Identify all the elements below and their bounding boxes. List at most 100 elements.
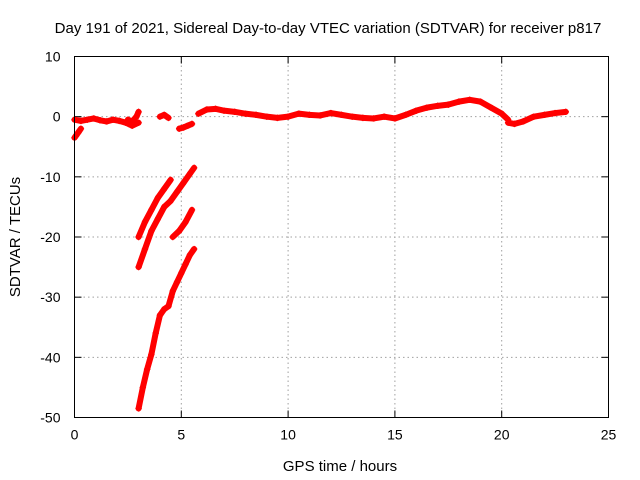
series-arc_mid — [169, 206, 196, 241]
data-point — [109, 116, 117, 123]
data-point — [96, 117, 104, 124]
series-start — [71, 125, 85, 141]
data-point — [348, 113, 356, 120]
data-point — [135, 108, 142, 116]
y-tick-label: -10 — [40, 169, 60, 185]
data-point — [135, 233, 142, 241]
data-point — [188, 120, 196, 128]
series-band — [148, 330, 159, 358]
data-point — [316, 112, 324, 119]
data-point — [167, 197, 174, 205]
x-tick-label: 15 — [387, 427, 403, 443]
data-point — [148, 227, 155, 235]
data-point — [381, 113, 388, 120]
series-arc_top_late — [504, 108, 569, 128]
x-tick-label: 20 — [494, 427, 510, 443]
data-point — [169, 287, 176, 295]
data-point — [175, 227, 183, 235]
grid — [74, 56, 609, 418]
data-point — [148, 206, 155, 214]
x-axis-title: GPS time / hours — [283, 458, 397, 475]
data-point — [135, 263, 142, 271]
data-point — [359, 114, 367, 122]
data-point — [220, 107, 228, 114]
data-point — [175, 125, 183, 132]
data-point — [156, 312, 164, 319]
data-point — [90, 115, 97, 122]
data-point — [135, 119, 142, 126]
data-point — [477, 98, 484, 105]
y-axis-ticks: 10 0 -10 -20 -30 -40 -50 — [40, 49, 609, 426]
data-point — [423, 104, 431, 111]
series-arc_steep_2 — [135, 164, 198, 271]
data-point — [141, 218, 149, 226]
data-point — [128, 118, 136, 125]
series-band — [139, 366, 151, 391]
data-point — [103, 118, 110, 125]
data-point — [139, 384, 147, 391]
data-point — [327, 109, 335, 117]
data-point — [190, 164, 198, 172]
data-point — [562, 108, 569, 116]
data-point — [186, 251, 194, 259]
data-point — [188, 206, 196, 214]
y-tick-label: -20 — [40, 229, 60, 245]
data-point — [203, 106, 211, 113]
series-arc_small_b — [156, 111, 172, 122]
y-tick-label: -30 — [40, 289, 60, 305]
series-band — [161, 176, 174, 192]
y-tick-label: 0 — [53, 109, 61, 125]
series-arc_small_c — [175, 120, 196, 132]
plot-frame — [74, 56, 609, 418]
data-point — [504, 119, 512, 126]
data-point — [413, 107, 420, 114]
data-point — [338, 111, 345, 119]
data-point — [161, 203, 168, 211]
data-point — [455, 98, 463, 105]
data-point — [498, 110, 505, 117]
data-point — [551, 109, 559, 117]
data-point — [519, 118, 527, 125]
data-point — [161, 306, 168, 313]
data-point — [370, 115, 377, 122]
data-point — [274, 114, 281, 122]
data-point — [190, 245, 198, 253]
series-arc_steep_1 — [135, 176, 174, 241]
series-band — [135, 384, 146, 412]
data-point — [143, 366, 151, 373]
series-band — [186, 164, 198, 177]
data-point — [77, 125, 85, 132]
data-point — [242, 110, 249, 117]
data-point — [263, 113, 270, 120]
data-point — [148, 351, 155, 358]
series-arc_deep — [135, 245, 198, 412]
data-point — [195, 110, 202, 117]
data-point — [402, 111, 409, 119]
data-point — [182, 218, 189, 226]
data-point — [178, 269, 185, 277]
data-point — [182, 260, 189, 268]
data-point — [167, 176, 174, 184]
data-point — [161, 185, 168, 193]
data-point — [391, 115, 399, 122]
data-point — [124, 116, 132, 123]
data-point — [186, 170, 194, 178]
data-point — [180, 179, 187, 187]
series-band — [498, 110, 512, 123]
data-point — [154, 194, 162, 202]
series-band — [186, 246, 198, 259]
data-point — [152, 330, 159, 337]
series-arc_top_main — [195, 96, 512, 123]
data-point — [161, 111, 168, 119]
data-point — [173, 188, 181, 196]
data-point — [116, 117, 123, 125]
data-point — [541, 111, 548, 119]
data-point — [511, 120, 518, 128]
data-point — [169, 233, 176, 241]
x-axis-ticks: 0 5 10 15 20 25 — [71, 56, 616, 443]
data-point — [173, 278, 181, 286]
x-tick-label: 5 — [177, 427, 185, 443]
data-point — [231, 108, 238, 116]
data-point — [487, 104, 495, 111]
